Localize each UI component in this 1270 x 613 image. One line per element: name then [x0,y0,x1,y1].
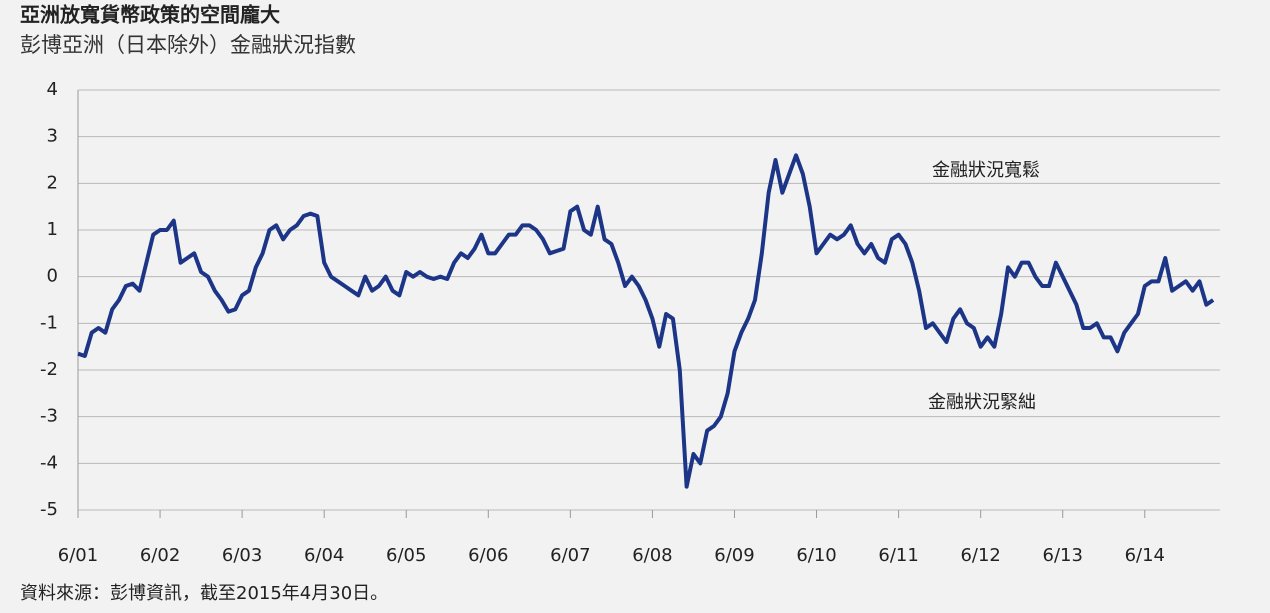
y-tick-label: 4 [47,79,58,100]
x-tick-label: 6/07 [550,545,590,566]
x-tick-label: 6/12 [960,545,1000,566]
annotation: 金融狀況寬鬆 [932,159,1040,181]
y-tick-label: -2 [40,359,58,380]
x-tick-label: 6/14 [1125,545,1165,566]
y-tick-label: -4 [40,452,58,473]
chart-subtitle: 彭博亞洲（日本除外）金融狀況指數 [20,33,356,57]
data-line [77,153,1215,489]
x-tick-label: 6/09 [714,545,754,566]
x-tick-label: 6/03 [222,545,262,566]
x-tick-label: 6/01 [58,545,98,566]
x-tick-label: 6/08 [632,545,672,566]
y-tick-label: 1 [47,219,58,240]
x-tick-label: 6/06 [468,545,508,566]
source-note: 資料來源：彭博資訊，截至2015年4月30日。 [20,583,388,604]
y-tick-label: 3 [47,126,58,147]
y-tick-label: 2 [47,172,58,193]
y-tick-label: 0 [47,266,58,287]
x-tick-label: 6/10 [796,545,836,566]
x-tick-label: 6/04 [304,545,344,566]
chart-title: 亞洲放寬貨幣政策的空間龐大 [20,3,280,27]
x-tick-label: 6/02 [140,545,180,566]
y-tick-label: -3 [40,406,58,427]
y-tick-label: -1 [40,312,58,333]
y-tick-label: -5 [40,499,58,520]
x-tick-label: 6/05 [386,545,426,566]
x-tick-label: 6/11 [878,545,918,566]
x-tick-label: 6/13 [1043,545,1083,566]
annotation: 金融狀況緊絀 [928,392,1036,413]
